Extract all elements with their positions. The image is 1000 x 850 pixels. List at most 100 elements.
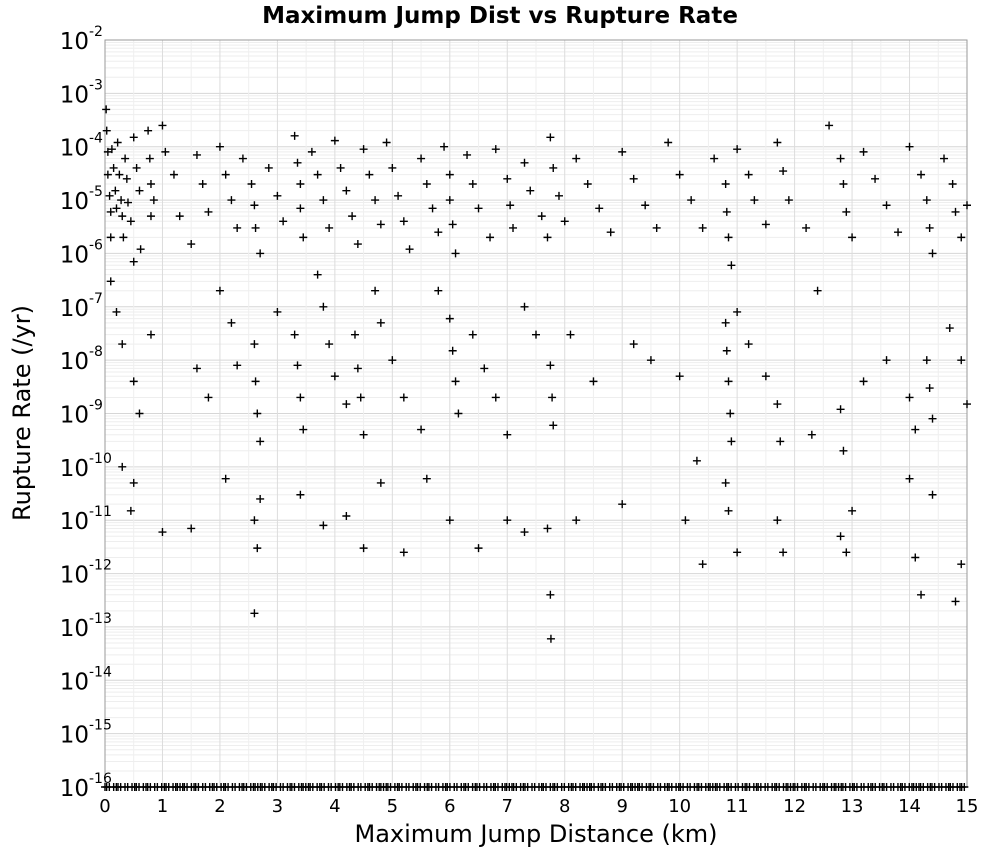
data-point bbox=[330, 372, 339, 381]
data-point bbox=[253, 544, 262, 553]
data-point bbox=[652, 223, 661, 232]
data-point bbox=[405, 245, 414, 254]
data-point bbox=[413, 783, 422, 791]
data-point bbox=[365, 783, 374, 791]
data-point bbox=[129, 257, 138, 266]
data-point bbox=[451, 249, 460, 258]
data-point bbox=[503, 516, 512, 525]
data-point bbox=[928, 490, 937, 499]
data-point bbox=[641, 201, 650, 210]
data-point bbox=[587, 783, 596, 791]
data-point bbox=[187, 240, 196, 249]
data-point bbox=[721, 478, 730, 487]
data-point bbox=[474, 544, 483, 553]
x-tick-label: 3 bbox=[272, 796, 283, 817]
data-point bbox=[376, 478, 385, 487]
data-point bbox=[583, 180, 592, 189]
data-point bbox=[928, 414, 937, 423]
data-point bbox=[957, 356, 966, 365]
data-point bbox=[916, 783, 925, 791]
x-tick-label: 5 bbox=[387, 796, 398, 817]
data-point bbox=[491, 145, 500, 154]
data-point bbox=[132, 783, 141, 791]
x-axis-label: Maximum Jump Distance (km) bbox=[355, 820, 718, 848]
data-point bbox=[290, 330, 299, 339]
data-point bbox=[905, 393, 914, 402]
data-point bbox=[428, 204, 437, 213]
data-point bbox=[509, 223, 518, 232]
data-point bbox=[589, 377, 598, 386]
data-point bbox=[491, 393, 500, 402]
data-point bbox=[721, 318, 730, 327]
data-point bbox=[886, 783, 895, 791]
data-point bbox=[520, 783, 529, 791]
data-point bbox=[106, 233, 115, 242]
data-point bbox=[472, 783, 481, 791]
data-point bbox=[273, 191, 282, 200]
data-point bbox=[192, 150, 201, 159]
x-tick-label: 10 bbox=[668, 796, 691, 817]
data-point bbox=[532, 330, 540, 339]
data-point bbox=[395, 783, 404, 791]
data-point bbox=[784, 196, 793, 205]
y-tick-label: 10 bbox=[60, 29, 89, 55]
data-point bbox=[144, 126, 153, 135]
data-point bbox=[724, 377, 733, 386]
data-point bbox=[448, 346, 457, 355]
data-point bbox=[269, 783, 278, 791]
data-point bbox=[417, 154, 426, 163]
data-point bbox=[251, 377, 260, 386]
data-point bbox=[247, 180, 256, 189]
data-point bbox=[618, 500, 627, 509]
data-point bbox=[102, 126, 111, 135]
data-point bbox=[898, 783, 907, 791]
data-point bbox=[491, 783, 500, 791]
data-point bbox=[761, 783, 770, 791]
y-tick-label: 10 bbox=[60, 563, 89, 589]
data-point bbox=[882, 356, 891, 365]
y-tick-label: 10 bbox=[60, 189, 89, 215]
data-point bbox=[250, 609, 259, 618]
data-point bbox=[813, 286, 822, 295]
y-tick-label: 10 bbox=[60, 456, 89, 482]
data-point bbox=[299, 783, 308, 791]
y-tick-exponent: -8 bbox=[89, 344, 103, 360]
data-point bbox=[694, 783, 703, 791]
data-point bbox=[348, 212, 357, 221]
data-point bbox=[146, 330, 155, 339]
data-point bbox=[353, 364, 362, 373]
data-point bbox=[440, 142, 449, 151]
chart-title: Maximum Jump Dist vs Rupture Rate bbox=[262, 3, 738, 29]
data-point bbox=[560, 217, 569, 226]
data-point bbox=[687, 196, 696, 205]
data-point bbox=[293, 361, 302, 370]
data-point bbox=[342, 400, 351, 409]
data-point bbox=[807, 430, 816, 439]
data-point bbox=[431, 783, 440, 791]
data-point bbox=[319, 521, 328, 530]
data-point bbox=[839, 180, 848, 189]
data-point bbox=[215, 286, 224, 295]
data-point bbox=[922, 356, 931, 365]
y-tick-exponent: -2 bbox=[89, 24, 103, 40]
data-point bbox=[710, 154, 719, 163]
data-point bbox=[342, 186, 351, 195]
data-point bbox=[480, 364, 489, 373]
data-point bbox=[698, 223, 707, 232]
data-point bbox=[221, 783, 230, 791]
data-point bbox=[742, 783, 751, 791]
data-point bbox=[724, 233, 733, 242]
data-point bbox=[325, 223, 334, 232]
data-point bbox=[359, 430, 368, 439]
data-point bbox=[733, 145, 742, 154]
y-tick-exponent: -5 bbox=[89, 184, 103, 200]
data-point bbox=[445, 516, 454, 525]
data-point bbox=[103, 170, 112, 179]
data-point bbox=[557, 783, 566, 791]
grid-lines bbox=[104, 40, 968, 788]
data-point bbox=[106, 207, 115, 216]
data-point bbox=[204, 393, 213, 402]
x-tick-label: 9 bbox=[616, 796, 627, 817]
data-point bbox=[957, 560, 966, 569]
data-point bbox=[354, 783, 363, 791]
